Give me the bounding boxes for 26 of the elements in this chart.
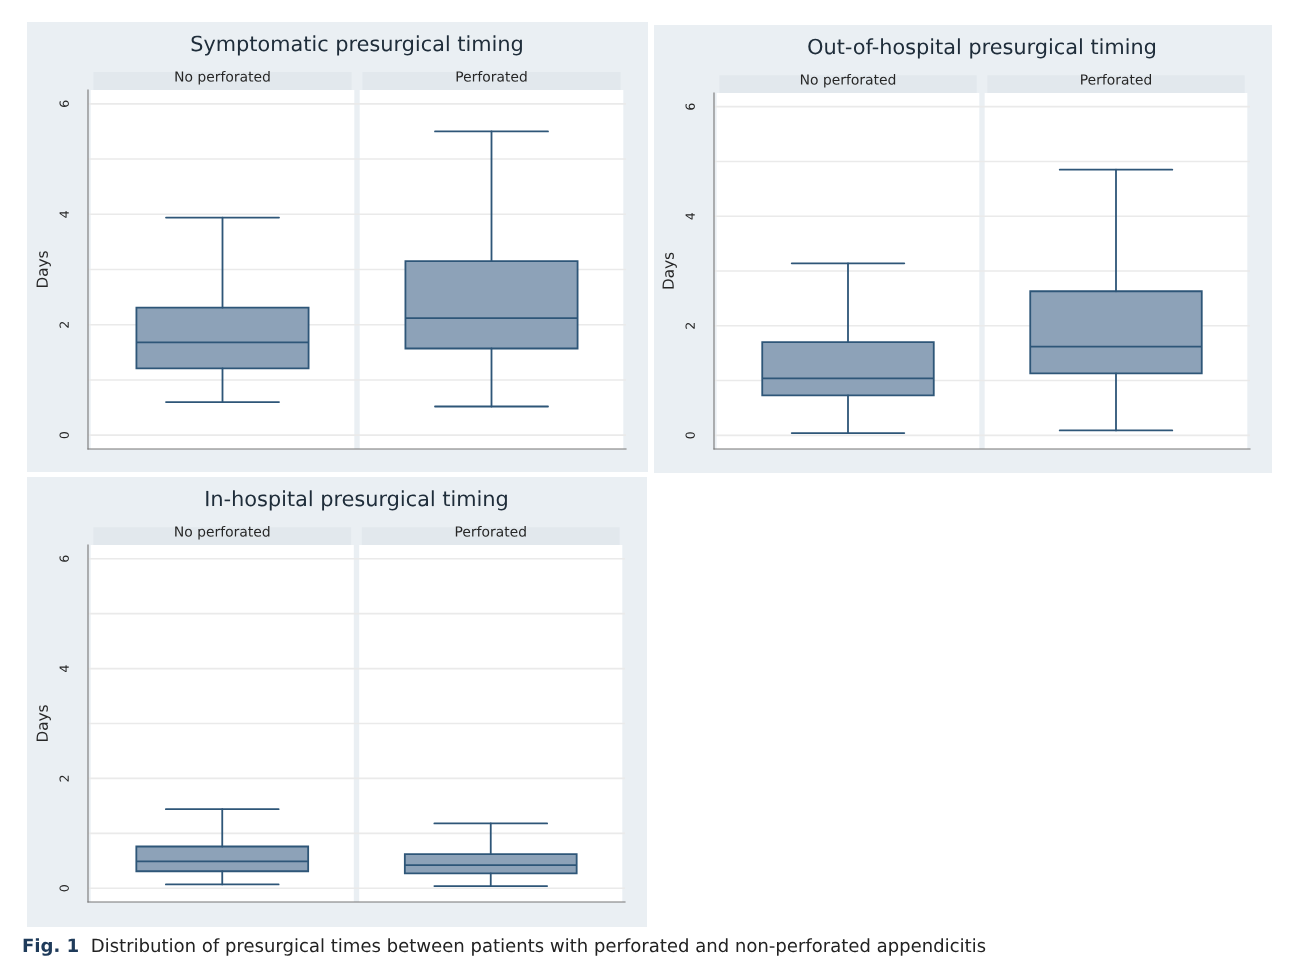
y-tick-label: 0 [685,432,695,439]
x-tick-label: Perforated [456,71,527,82]
y-tick-label: 4 [59,665,69,672]
chart-title: Symptomatic presurgical timing [191,35,522,56]
x-tick-label: Perforated [1081,74,1152,85]
y-tick-label: 2 [685,323,695,329]
x-tick-label: No perforated [800,74,896,88]
chart-title: In-hospital presurgical timing [206,490,507,511]
y-axis-title: Days [36,251,51,288]
y-tick-label: 2 [59,775,69,782]
text: Distribution of presurgical times between patients with perforated and non-perforated appendicitis [92,938,986,956]
caption: Fig. 1 [23,938,78,956]
x-tick-label: No perforated [175,71,270,85]
chart-title: Out-of-hospital presurgical timing [808,38,1156,59]
y-tick-label: 0 [59,432,69,439]
y-tick-label: 4 [685,212,695,220]
y-tick-label: 2 [59,322,69,328]
y-tick-label: 6 [59,100,69,107]
x-tick-label: No perforated [175,526,270,540]
y-tick-label: 6 [59,555,69,562]
y-axis-title: Days [36,705,51,742]
x-tick-label: Perforated [455,526,526,537]
y-tick-label: 4 [59,210,69,218]
y-tick-label: 6 [685,103,695,110]
y-tick-label: 0 [59,885,69,892]
y-axis-title: Days [662,252,677,289]
